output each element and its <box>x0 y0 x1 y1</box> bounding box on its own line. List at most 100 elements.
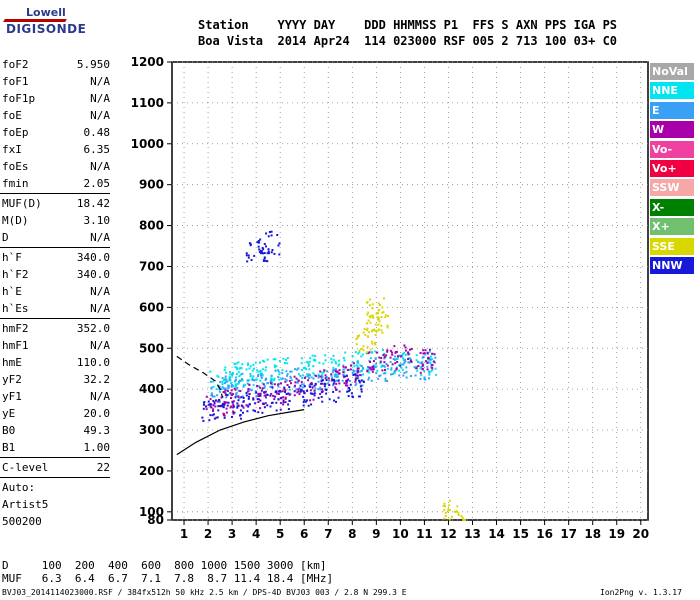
data-point <box>277 393 280 396</box>
data-point <box>249 244 252 247</box>
data-point <box>219 380 222 383</box>
data-point <box>296 388 299 391</box>
data-point <box>279 390 282 393</box>
data-point <box>402 374 405 377</box>
data-point <box>378 375 381 378</box>
data-point <box>415 367 418 370</box>
data-point <box>228 370 231 373</box>
data-point <box>303 385 306 388</box>
data-point <box>293 375 296 378</box>
data-point <box>374 323 377 326</box>
data-point <box>369 348 372 351</box>
data-point <box>294 368 297 371</box>
data-point <box>285 358 288 361</box>
data-point <box>319 375 322 378</box>
data-point <box>271 380 274 383</box>
data-point <box>234 393 237 396</box>
data-point <box>317 376 320 379</box>
data-point <box>419 352 422 355</box>
data-point <box>310 376 313 379</box>
data-point <box>404 360 407 363</box>
data-point <box>333 380 336 383</box>
data-point <box>384 377 387 380</box>
data-point <box>236 382 239 385</box>
data-point <box>386 315 389 318</box>
data-point <box>259 370 262 373</box>
data-point <box>220 396 223 399</box>
y-tick-label: 100 <box>139 505 164 519</box>
data-point <box>413 366 416 369</box>
data-point <box>368 298 371 301</box>
data-point <box>448 499 451 502</box>
legend-item: NNE <box>650 82 694 100</box>
data-point <box>357 369 360 372</box>
data-point <box>227 387 230 390</box>
data-point <box>259 379 262 382</box>
data-point <box>257 239 260 242</box>
data-point <box>240 396 243 399</box>
param-value: 6.35 <box>83 143 111 156</box>
data-point <box>254 361 257 364</box>
data-point <box>426 352 429 355</box>
data-point <box>371 351 374 354</box>
auto-artist: Artist5 <box>2 498 49 511</box>
y-tick-label: 200 <box>139 464 164 478</box>
data-point <box>211 410 214 413</box>
data-point <box>370 340 373 343</box>
data-point <box>217 405 220 408</box>
data-point <box>457 513 460 516</box>
data-point <box>377 316 380 319</box>
data-point <box>428 350 431 353</box>
data-point <box>418 361 421 364</box>
data-point <box>372 329 375 332</box>
data-point <box>209 380 212 383</box>
data-point <box>430 364 433 367</box>
data-point <box>232 403 235 406</box>
data-point <box>302 383 305 386</box>
data-point <box>239 414 242 417</box>
data-point <box>258 398 261 401</box>
data-point <box>205 408 208 411</box>
data-point <box>355 343 358 346</box>
data-point <box>394 355 397 358</box>
data-point <box>252 384 255 387</box>
data-point <box>265 393 268 396</box>
data-point <box>224 393 227 396</box>
data-point <box>218 400 221 403</box>
data-point <box>202 403 205 406</box>
param-label: foF2 <box>2 58 29 71</box>
data-point <box>358 379 361 382</box>
data-point <box>297 390 300 393</box>
x-tick-label: 8 <box>348 527 356 541</box>
data-point <box>419 367 422 370</box>
data-point <box>310 403 313 406</box>
x-tick-label: 6 <box>300 527 308 541</box>
data-point <box>224 366 227 369</box>
data-point <box>241 395 244 398</box>
data-point <box>234 396 237 399</box>
data-point <box>355 338 358 341</box>
data-point <box>379 374 382 377</box>
data-point <box>225 396 228 399</box>
data-point <box>342 365 345 368</box>
data-point <box>306 399 309 402</box>
data-point <box>323 383 326 386</box>
data-point <box>255 395 258 398</box>
data-point <box>274 358 277 361</box>
data-point <box>332 390 335 393</box>
data-point <box>358 351 361 354</box>
data-point <box>381 331 384 334</box>
y-tick-label: 1000 <box>131 137 164 151</box>
data-point <box>369 315 372 318</box>
data-point <box>247 395 250 398</box>
data-point <box>231 401 234 404</box>
data-point <box>367 331 370 334</box>
data-point <box>335 370 338 373</box>
data-point <box>378 356 381 359</box>
data-point <box>309 389 312 392</box>
data-point <box>421 364 424 367</box>
data-point <box>256 398 259 401</box>
data-point <box>389 349 392 352</box>
data-point <box>225 407 228 410</box>
data-point <box>383 357 386 360</box>
